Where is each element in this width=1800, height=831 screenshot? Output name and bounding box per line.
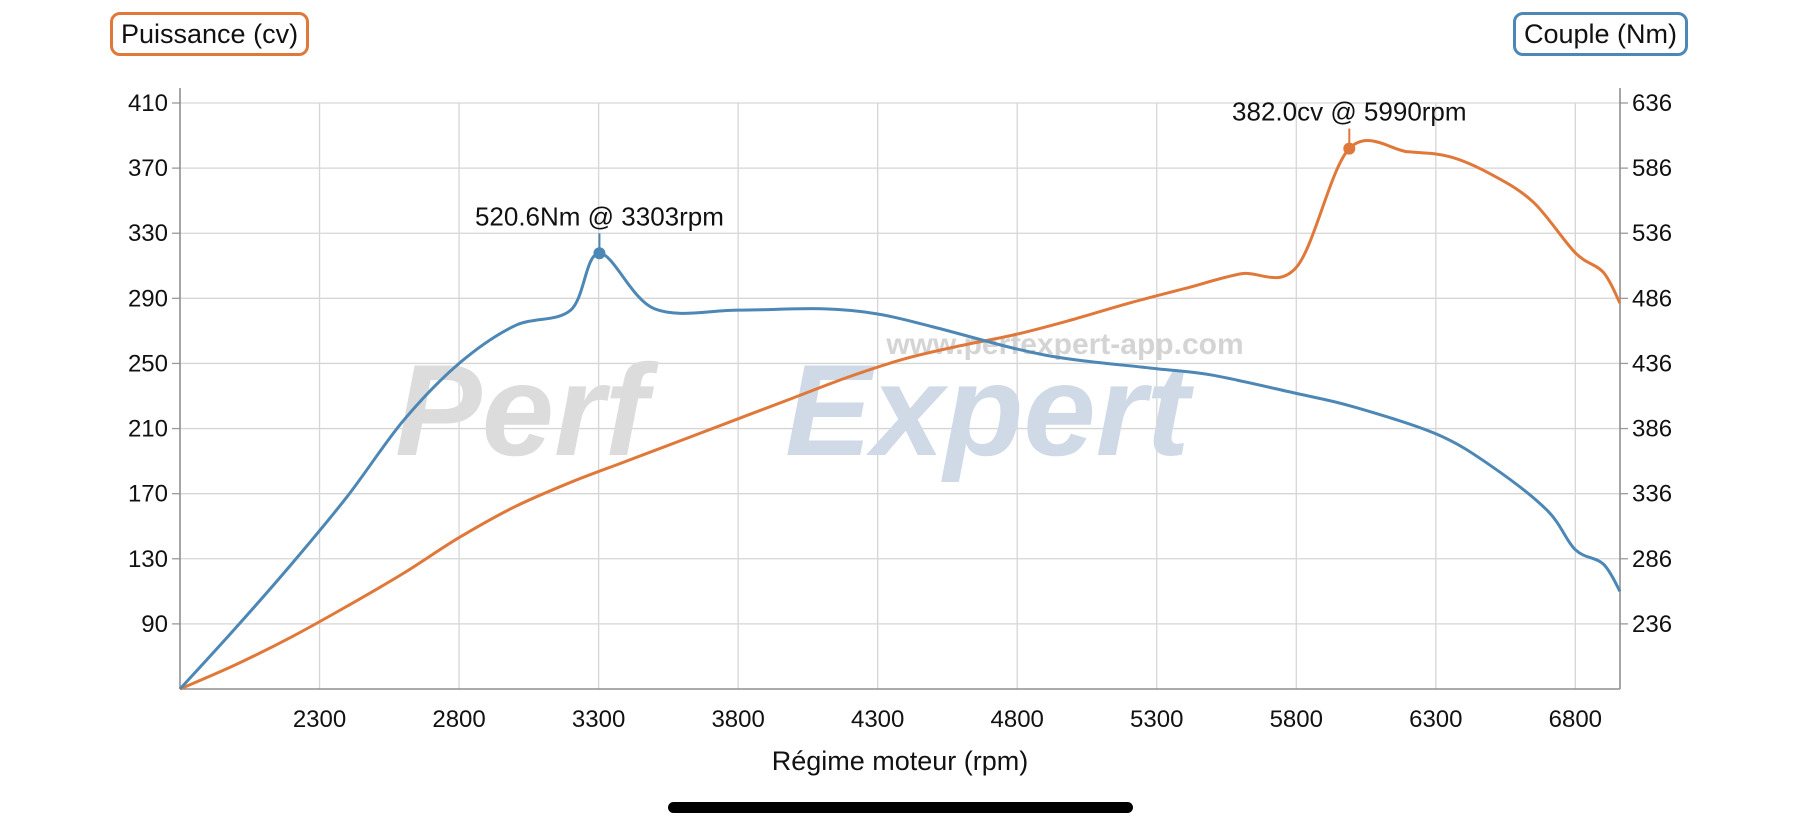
- y-right-tick-label: 286: [1632, 546, 1672, 573]
- y-right-tick-label: 236: [1632, 611, 1672, 638]
- y-left-tick-label: 290: [128, 285, 168, 312]
- power-line: [179, 139, 1622, 691]
- y-left-tick-label: 130: [128, 546, 168, 573]
- power-peak-point: [1343, 142, 1356, 155]
- x-tick-label: 2300: [293, 706, 346, 733]
- x-tick-label: 6300: [1409, 706, 1462, 733]
- x-tick-label: 5300: [1130, 706, 1183, 733]
- x-tick-label: 4300: [851, 706, 904, 733]
- series: [178, 139, 1622, 691]
- axes: 2300 2800 3300 3800 4300 4800 5300 5800 6300 6800…: [128, 88, 1672, 733]
- y-right-tick-label: 486: [1632, 285, 1672, 312]
- x-tick-label: 6800: [1549, 706, 1602, 733]
- legend-torque[interactable]: Couple (Nm): [1512, 12, 1688, 56]
- watermark: www.perfexpert-app.com Perf Expert: [395, 328, 1244, 483]
- y-right-tick-label: 586: [1632, 155, 1672, 182]
- watermark-url: www.perfexpert-app.com: [885, 328, 1243, 361]
- torque-peak-label: 520.6Nm @ 3303rpm: [475, 201, 724, 231]
- y-right-tick-label: 336: [1632, 481, 1672, 508]
- y-left-tick-label: 370: [128, 155, 168, 182]
- y-left-tick-label: 410: [128, 90, 168, 117]
- watermark-brand-1: Perf: [395, 337, 660, 483]
- x-tick-label: 4800: [991, 706, 1044, 733]
- annotations: 382.0cv @ 5990rpm 520.6Nm @ 3303rpm: [475, 97, 1467, 260]
- x-tick-label: 5800: [1270, 706, 1323, 733]
- x-tick-label: 3800: [711, 706, 764, 733]
- power-peak-label: 382.0cv @ 5990rpm: [1232, 97, 1467, 127]
- x-tick-label: 2800: [432, 706, 485, 733]
- torque-peak-point: [593, 247, 606, 260]
- grid: [180, 102, 1620, 689]
- y-left-tick-label: 210: [128, 416, 168, 443]
- legend-power[interactable]: Puissance (cv): [110, 12, 310, 56]
- x-tick-label: 3300: [572, 706, 625, 733]
- y-left-tick-label: 250: [128, 350, 168, 377]
- y-left-tick-label: 330: [128, 220, 168, 247]
- y-left-tick-label: 90: [141, 611, 168, 638]
- y-right-tick-label: 436: [1632, 350, 1672, 377]
- home-indicator[interactable]: [668, 802, 1133, 813]
- y-right-tick-label: 636: [1632, 90, 1672, 117]
- torque-line: [178, 251, 1622, 691]
- y-left-tick-label: 170: [128, 481, 168, 508]
- watermark-brand-2: Expert: [785, 337, 1194, 483]
- y-right-tick-label: 536: [1632, 220, 1672, 247]
- x-axis-title: Régime moteur (rpm): [772, 746, 1029, 776]
- y-right-tick-label: 386: [1632, 416, 1672, 443]
